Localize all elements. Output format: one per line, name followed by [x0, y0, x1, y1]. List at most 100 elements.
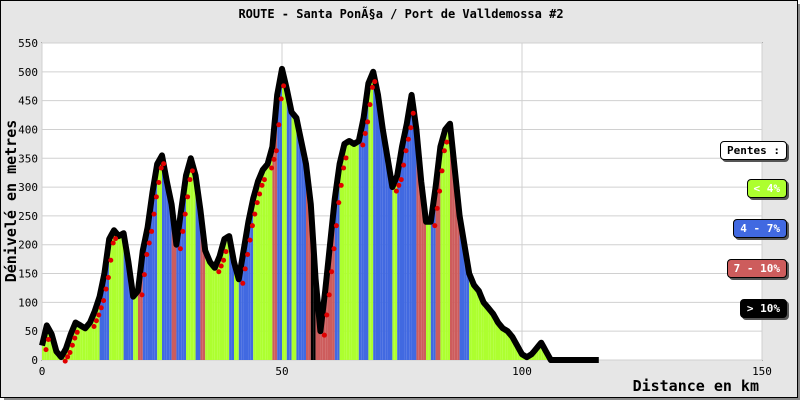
slope-bar	[234, 262, 237, 360]
y-tick-label: 50	[25, 325, 38, 338]
steep-marker	[321, 332, 327, 338]
chart-title: ROUTE - Santa PonÃ§a / Port de Valldemos…	[238, 6, 563, 21]
steep-marker	[254, 200, 260, 206]
slope-bar	[66, 348, 69, 360]
steep-marker	[249, 223, 255, 229]
steep-marker	[257, 191, 263, 197]
slope-bar	[222, 247, 225, 360]
slope-bar	[452, 146, 455, 360]
slope-bar	[169, 192, 172, 360]
y-tick-label: 550	[18, 37, 38, 50]
steep-marker	[182, 211, 188, 217]
slope-bar	[387, 158, 390, 360]
legend-item: 7 - 10%	[726, 259, 787, 278]
slope-bar	[229, 236, 232, 360]
slope-bar	[380, 112, 383, 360]
steep-marker	[324, 312, 330, 318]
steep-marker	[360, 142, 366, 148]
slope-bar	[159, 159, 162, 360]
slope-bar	[248, 221, 251, 360]
slope-bar	[464, 244, 467, 360]
steep-marker	[113, 236, 119, 242]
slope-bar	[394, 181, 398, 360]
steep-marker	[372, 79, 378, 85]
steep-marker	[223, 249, 229, 255]
steep-marker	[269, 165, 275, 171]
x-axis-label: Distance en km	[633, 377, 759, 395]
slope-bar	[286, 89, 290, 360]
steep-marker	[221, 257, 227, 263]
slope-bar	[298, 129, 302, 360]
slope-bar	[126, 247, 129, 360]
slope-bar	[92, 316, 95, 360]
slope-bar	[402, 146, 405, 360]
y-tick-label: 350	[18, 152, 38, 165]
steep-marker	[261, 177, 267, 183]
slope-bar	[123, 233, 126, 360]
steep-marker	[410, 110, 416, 116]
slope-bar	[176, 244, 179, 360]
slope-bar	[466, 259, 470, 360]
slope-bar	[78, 323, 81, 360]
slope-bar	[411, 94, 414, 360]
slope-bar	[423, 201, 426, 360]
slope-bar	[478, 290, 482, 360]
steep-marker	[151, 211, 157, 217]
slope-bars	[42, 68, 551, 361]
legend-title: Pentes :	[720, 141, 787, 160]
steep-marker	[281, 83, 287, 89]
slope-bar	[210, 262, 213, 360]
steep-marker	[187, 177, 193, 183]
slope-bar	[368, 83, 371, 360]
slope-bar	[277, 94, 280, 360]
slope-bar	[289, 100, 292, 361]
steep-marker	[158, 165, 164, 171]
steep-marker	[242, 266, 248, 272]
steep-marker	[273, 148, 279, 154]
slope-bar	[308, 184, 311, 360]
steep-marker	[432, 223, 438, 229]
steep-marker	[329, 269, 335, 275]
slope-bar	[99, 296, 102, 360]
slope-bar	[356, 142, 359, 360]
slope-bar	[454, 169, 458, 360]
slope-bar	[450, 123, 453, 360]
slope-bar	[430, 221, 434, 360]
slope-bar	[373, 71, 376, 361]
slope-bar	[118, 236, 122, 360]
slope-bar	[157, 164, 160, 360]
slope-bar	[313, 241, 316, 360]
steep-marker	[367, 102, 373, 108]
slope-bar	[490, 311, 494, 360]
steep-marker	[108, 257, 114, 263]
slope-bar	[488, 308, 491, 360]
slope-bar	[85, 328, 88, 360]
slope-bar	[366, 100, 369, 361]
slope-bar	[121, 234, 124, 360]
steep-marker	[144, 251, 150, 257]
slope-bar	[495, 318, 498, 360]
slope-bar	[462, 230, 465, 360]
slope-bar	[474, 285, 477, 360]
slope-bar	[49, 329, 52, 360]
steep-marker	[240, 280, 246, 286]
slope-bar	[200, 210, 203, 360]
steep-marker	[218, 263, 224, 269]
slope-bar	[140, 270, 143, 360]
slope-bar	[493, 313, 496, 360]
slope-bar	[152, 192, 155, 360]
steep-marker	[365, 119, 371, 125]
slope-bar	[334, 198, 338, 360]
slope-bar	[162, 155, 165, 360]
slope-bar	[426, 221, 429, 360]
slope-bar	[217, 262, 220, 360]
slope-bar	[174, 224, 177, 360]
slope-bar	[166, 181, 170, 360]
slope-bar	[363, 117, 366, 360]
slope-bar	[260, 175, 263, 360]
slope-bar	[181, 210, 184, 360]
slope-bar	[150, 210, 153, 360]
slope-bar	[382, 129, 386, 360]
slope-bar	[320, 331, 323, 360]
slope-bar	[183, 192, 186, 360]
